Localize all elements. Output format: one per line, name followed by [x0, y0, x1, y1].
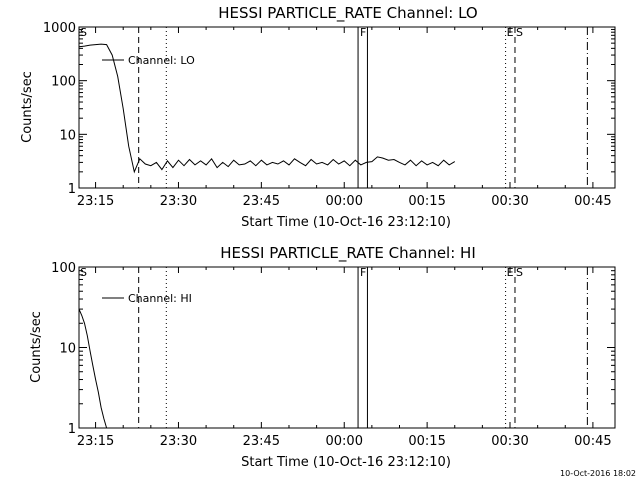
panel-lo-xlabel: Start Time (10-Oct-16 23:12:10)	[241, 215, 451, 230]
x-tick-label: 23:45	[243, 434, 280, 449]
series-line-channel-lo	[78, 43, 456, 174]
panel-lo-title: HESSI PARTICLE_RATE Channel: LO	[218, 4, 477, 23]
marker-label-s2: S	[516, 266, 523, 279]
panel-hi-legend-label: Channel: HI	[128, 292, 192, 305]
x-tick-label: 00:45	[574, 434, 611, 449]
render-timestamp: 10-Oct-2016 18:02	[560, 469, 636, 478]
marker-label-s: S	[80, 26, 87, 39]
panel-lo-ylabel: Counts/sec	[20, 71, 35, 143]
x-tick-label: 23:15	[77, 194, 114, 209]
marker-label-f: F	[360, 266, 366, 279]
y-tick-label: 1	[68, 422, 76, 437]
x-tick-label: 00:45	[574, 194, 611, 209]
x-tick-label: 23:30	[160, 194, 197, 209]
marker-label-e: E	[507, 26, 514, 39]
y-tick-label: 100	[51, 261, 76, 276]
panel-hi-legend: Channel: HI	[102, 292, 192, 305]
y-tick-label: 1000	[43, 21, 76, 36]
x-tick-label: 23:45	[243, 194, 280, 209]
panel-lo-legend-label: Channel: LO	[128, 54, 195, 67]
marker-label-s: S	[80, 266, 87, 279]
y-tick-label: 1	[68, 182, 76, 197]
x-tick-label: 00:15	[408, 194, 445, 209]
x-tick-label: 00:30	[491, 434, 528, 449]
marker-label-s2: S	[516, 26, 523, 39]
panel-lo-legend: Channel: LO	[102, 54, 195, 67]
x-tick-label: 23:15	[77, 434, 114, 449]
marker-label-f: F	[360, 26, 366, 39]
panel-hi-ylabel: Counts/sec	[29, 311, 44, 383]
x-tick-label: 00:00	[326, 194, 363, 209]
panel-1-plot: 23:15 23:30 23:45 00:00 00:15 00:30 00:45 1 10 10…	[51, 261, 615, 449]
series-line-channel-hi	[78, 308, 108, 429]
x-tick-label: 00:15	[408, 434, 445, 449]
x-tick-label: 00:30	[491, 194, 528, 209]
x-tick-label: 00:00	[326, 434, 363, 449]
y-tick-label: 10	[59, 128, 76, 143]
marker-label-e: E	[507, 266, 514, 279]
y-tick-label: 10	[59, 342, 76, 357]
x-tick-label: 23:30	[160, 434, 197, 449]
y-tick-label: 100	[51, 75, 76, 90]
panel-hi-title: HESSI PARTICLE_RATE Channel: HI	[220, 244, 476, 263]
panel-lo: HESSI PARTICLE_RATE Channel: LO Counts/s…	[20, 4, 616, 230]
panel-hi-xlabel: Start Time (10-Oct-16 23:12:10)	[241, 455, 451, 470]
panel-lo-frame	[78, 26, 616, 189]
panel-0-plot: 23:15 23:30 23:45 00:00 00:15 00:30 00:45 1 10 10…	[43, 21, 615, 209]
